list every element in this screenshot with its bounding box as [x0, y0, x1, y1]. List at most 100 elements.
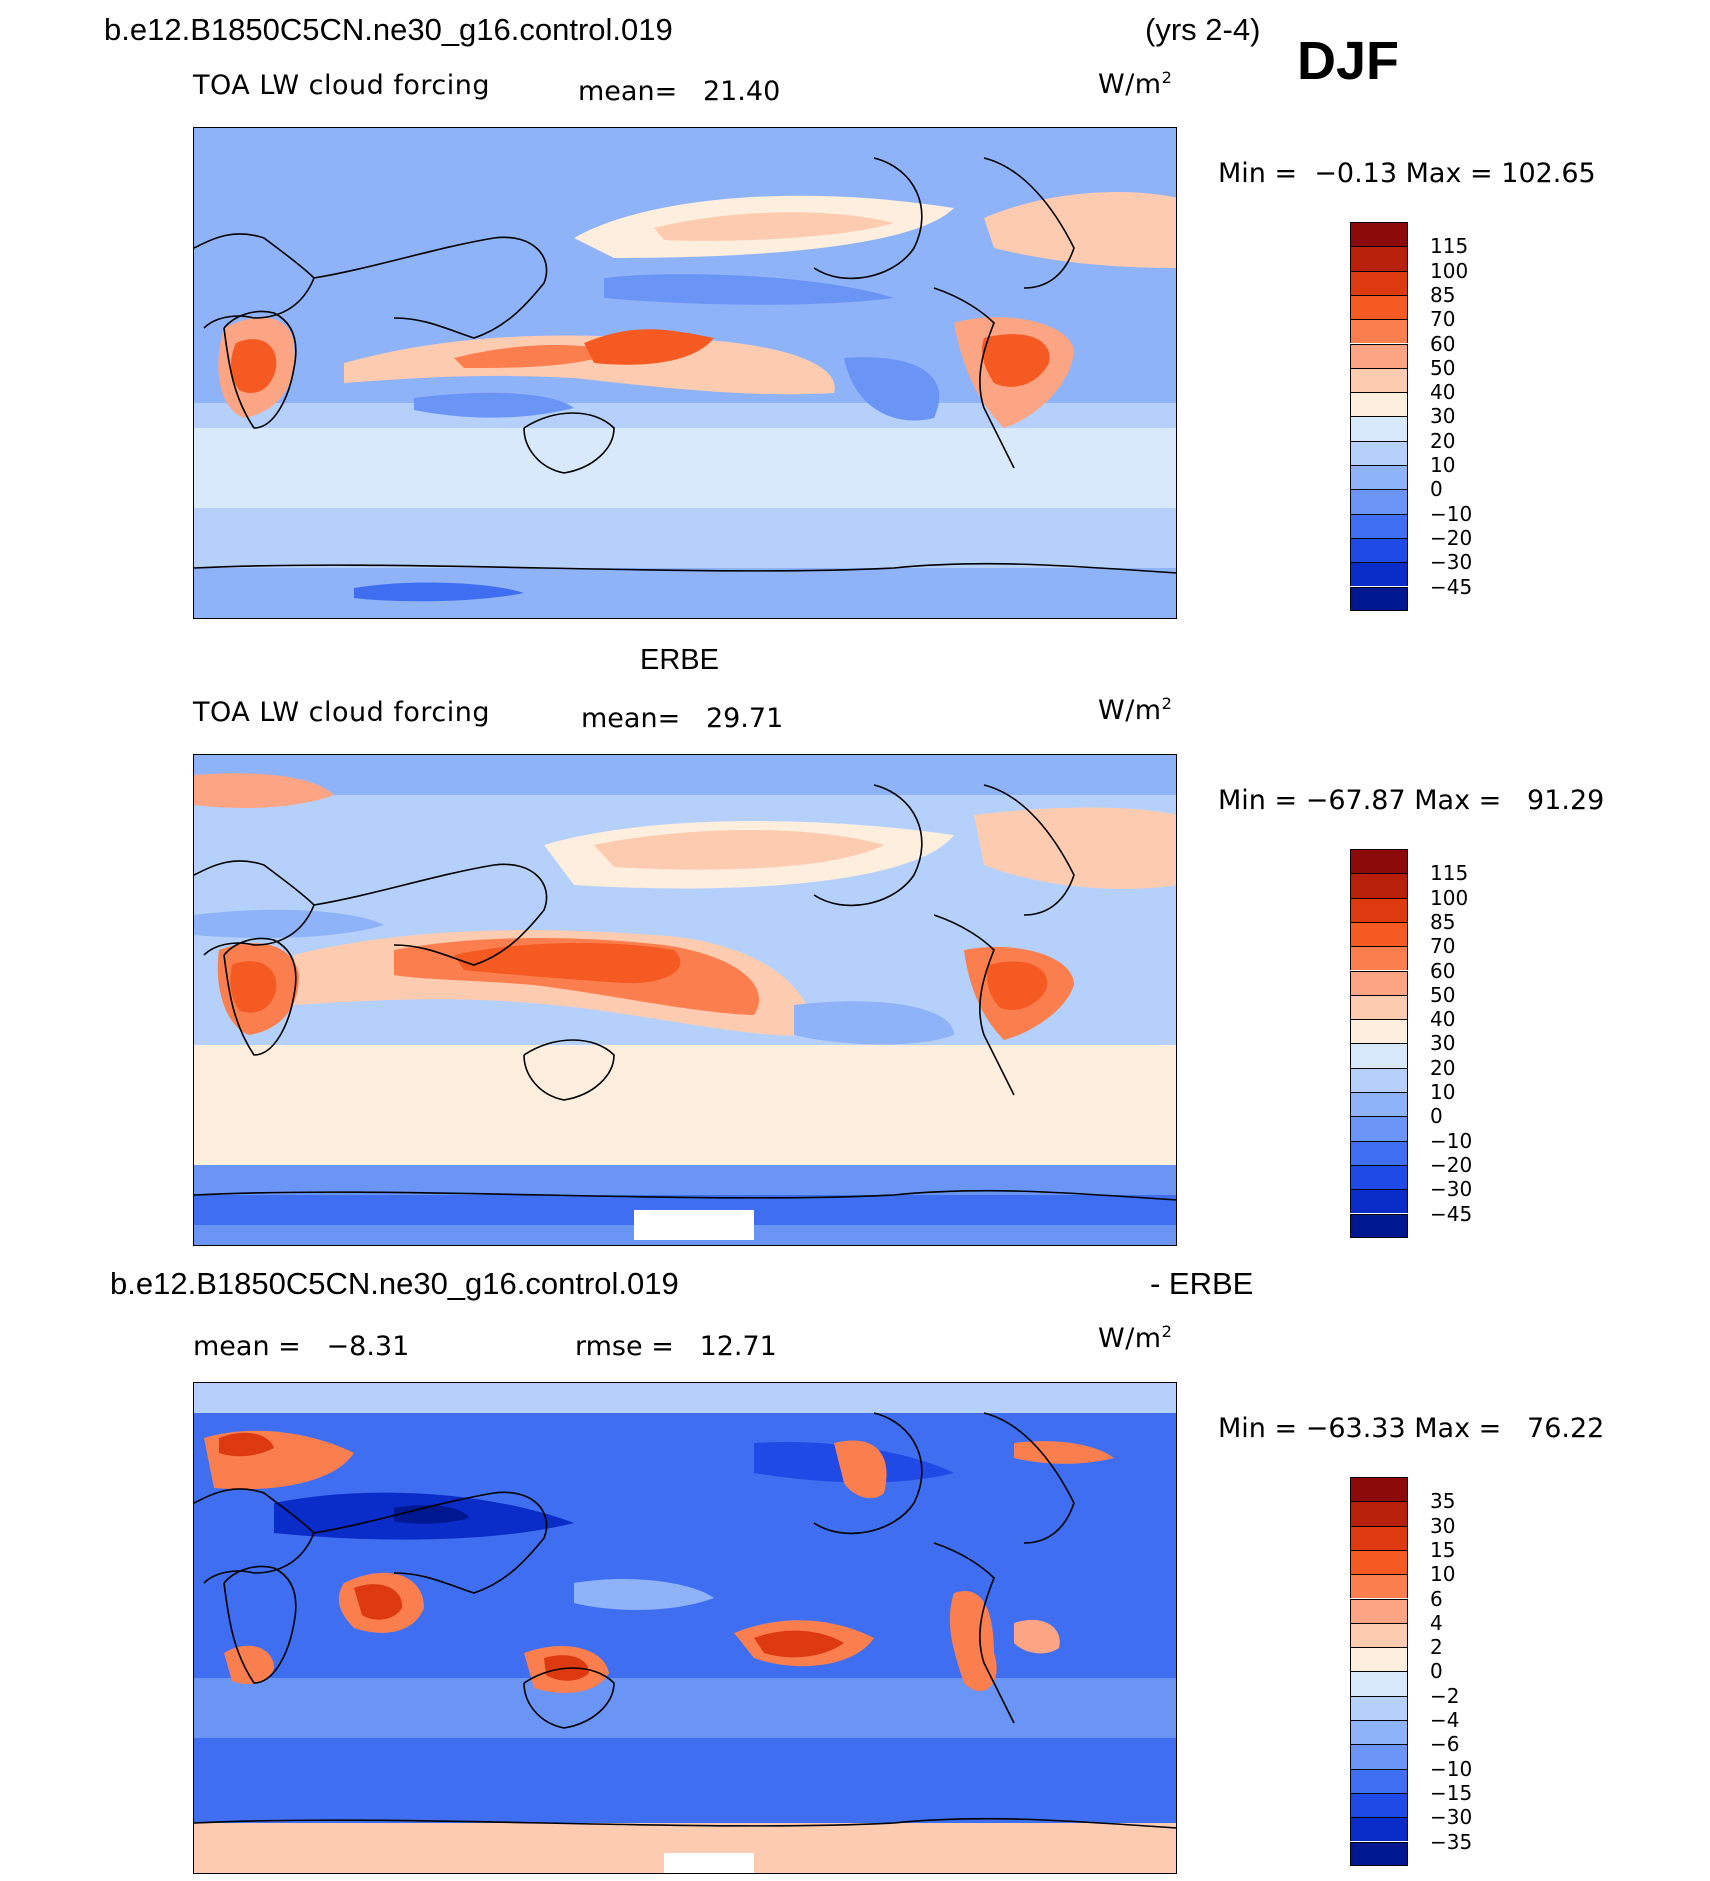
coast-north-america-east: [983, 1412, 1075, 1544]
colorbar-tick-label: 10: [1430, 1562, 1456, 1587]
colorbar-segment: [1350, 1189, 1408, 1214]
panel1-mean-value: 21.40: [702, 76, 781, 107]
maritime-low: [574, 1578, 714, 1610]
colorbar-segment: [1350, 921, 1408, 947]
panel3-min-label: Min =: [1218, 1413, 1298, 1444]
coast-asia: [313, 236, 548, 339]
east-pacific-low: [844, 357, 940, 421]
itcz-band: [344, 335, 835, 395]
colorbar-tick-label: −30: [1430, 1177, 1473, 1202]
panel1-max-value: 102.65: [1501, 158, 1596, 189]
colorbar-tick-label: 70: [1430, 934, 1456, 959]
colorbar-segment: [1350, 537, 1408, 563]
panel1-units-exp: 2: [1161, 68, 1173, 87]
colorbar-tick-label: −35: [1430, 1829, 1473, 1854]
coast-central-south-america: [933, 1542, 1015, 1724]
north-pacific-core: [594, 830, 884, 870]
colorbar-segment: [1350, 1817, 1408, 1842]
africa-core: [230, 961, 277, 1013]
colorbar-segment: [1350, 897, 1408, 922]
colorbar-segment: [1350, 489, 1408, 514]
south-america-core: [987, 961, 1048, 1011]
colorbar-tick-label: −20: [1430, 525, 1473, 550]
coast-australia: [523, 412, 615, 474]
colorbar-tick-label: −6: [1430, 1732, 1460, 1757]
panel2-units: W/m2: [1098, 694, 1172, 726]
coast-central-south-america: [933, 287, 1015, 469]
colorbar-tick-label: 10: [1430, 453, 1456, 477]
colorbar-segment: [1350, 1092, 1408, 1117]
coast-north-america-west: [813, 157, 923, 280]
panel2-units-exp: 2: [1161, 694, 1173, 713]
panel1-max-label: Max =: [1405, 158, 1493, 189]
asia-deepest-low: [394, 1505, 469, 1524]
panel1-units: W/m2: [1098, 68, 1172, 100]
years-label: (yrs 2-4): [1145, 12, 1261, 47]
panel3-map-svg: [194, 1383, 1176, 1873]
colorbar-tick-label: −45: [1430, 574, 1473, 599]
colorbar-segment: [1350, 1043, 1408, 1068]
panel1-map-svg: [194, 128, 1176, 618]
colorbar-segment: [1350, 849, 1408, 874]
season-label: DJF: [1297, 31, 1400, 91]
band-southern-mid: [194, 428, 1176, 508]
colorbar-segment: [1350, 1477, 1408, 1502]
colorbar-segment: [1350, 222, 1408, 247]
band-antarctic: [194, 568, 1176, 618]
panel3-mean: mean = −8.31: [193, 1331, 409, 1362]
colorbar-segment: [1350, 1213, 1408, 1238]
colorbar-segment: [1350, 440, 1408, 465]
colorbar-tick-label: 30: [1430, 1513, 1456, 1538]
colorbar-tick-label: 0: [1430, 1104, 1443, 1129]
colorbar-tick-label: 60: [1430, 958, 1456, 983]
east-africa-core: [354, 1584, 403, 1620]
panel2-max-label: Max =: [1414, 785, 1502, 816]
greenland-high: [1014, 1441, 1114, 1464]
panel2-mean-label: mean=: [581, 703, 681, 734]
band-southern-mid: [194, 1045, 1176, 1165]
colorbar-segment: [1350, 392, 1408, 417]
coastlines: [194, 157, 1176, 574]
coast-north-america-east: [983, 157, 1075, 289]
colorbar-tick-label: 40: [1430, 380, 1456, 405]
colorbar-tick-label: 60: [1430, 331, 1456, 356]
panel2-map-svg: [194, 755, 1176, 1245]
coast-north-america-west: [813, 1412, 923, 1535]
colorbar-segment: [1350, 1598, 1408, 1623]
colorbar-tick-label: 0: [1430, 1659, 1443, 1684]
panel1-mean: mean= 21.40: [578, 76, 780, 107]
east-pacific-low: [794, 1001, 954, 1045]
missing-data-patch: [634, 1210, 754, 1240]
colorbar-tick-label: −20: [1430, 1152, 1473, 1177]
coast-asia: [313, 863, 548, 966]
colorbar-segment: [1350, 513, 1408, 538]
south-indian-low: [414, 392, 574, 418]
colorbar-segment: [1350, 970, 1408, 995]
north-atlantic-track: [974, 807, 1176, 889]
brazil-high: [1014, 1619, 1060, 1654]
colorbar-tick-label: 100: [1430, 885, 1469, 910]
panel3-map: [193, 1382, 1177, 1874]
missing-data-patch: [664, 1853, 754, 1873]
colorbar-tick-label: 30: [1430, 1031, 1456, 1056]
colorbar-tick-label: 115: [1430, 861, 1469, 886]
colorbar-tick-label: −2: [1430, 1683, 1460, 1708]
north-pacific-core: [654, 212, 894, 241]
panel3-max-label: Max =: [1414, 1413, 1502, 1444]
colorbar-segment: [1350, 294, 1408, 320]
colorbar-tick-label: 15: [1430, 1537, 1456, 1562]
colorbar-tick-label: −10: [1430, 1756, 1473, 1781]
panel1-variable: TOA LW cloud forcing: [193, 70, 490, 101]
panel3-rmse: rmse = 12.71: [575, 1331, 777, 1362]
colorbar-tick-label: 0: [1430, 477, 1443, 502]
colorbar-segment: [1350, 1744, 1408, 1769]
colorbar-segment: [1350, 1622, 1408, 1648]
colorbar-segment: [1350, 873, 1408, 898]
colorbar-tick-label: 20: [1430, 1055, 1456, 1080]
panel3-mean-value: −8.31: [326, 1331, 410, 1362]
colorbar-segment: [1350, 1574, 1408, 1599]
panel3-minmax: Min = −63.33 Max = 76.22: [1218, 1413, 1604, 1444]
colorbar-segment: [1350, 1671, 1408, 1696]
panel3-title-right: - ERBE: [1150, 1266, 1254, 1301]
coast-africa: [223, 1565, 297, 1684]
